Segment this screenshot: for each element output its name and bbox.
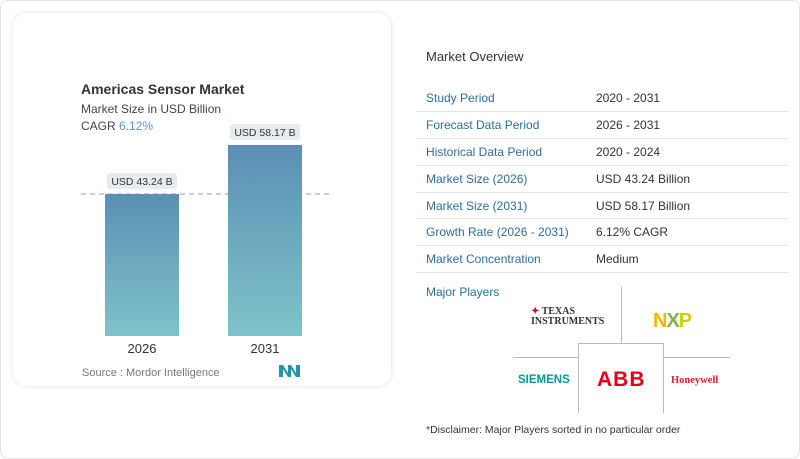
- major-players-heading: Major Players: [426, 285, 500, 299]
- overview-heading: Market Overview: [426, 49, 524, 64]
- cagr-label: CAGR: [81, 119, 116, 133]
- overview-row: Forecast Data Period 2026 - 2031: [416, 111, 788, 140]
- abb-logo: ABB: [597, 368, 646, 391]
- cagr: CAGR 6.12%: [81, 119, 153, 133]
- row-label: Market Concentration: [416, 245, 586, 274]
- row-label: Historical Data Period: [416, 138, 586, 166]
- data-label-bg: [107, 173, 177, 189]
- row-label: Market Size (2031): [416, 192, 586, 220]
- row-value: Medium: [586, 245, 788, 274]
- texas-instruments-logo: ✦ TEXAS INSTRUMENTS: [531, 306, 605, 327]
- siemens-logo: SIEMENS: [518, 374, 570, 386]
- chart-subtitle: Market Size in USD Billion: [81, 102, 222, 116]
- source-text: Source : Mordor Intelligence: [82, 367, 220, 379]
- chart-card: [13, 13, 391, 386]
- disclaimer: *Disclaimer: Major Players sorted in no …: [426, 424, 681, 436]
- bar-2031: [228, 144, 302, 336]
- overview-row: Study Period 2020 - 2031: [416, 85, 788, 113]
- overview-row: Market Size (2031) USD 58.17 Billion: [416, 192, 788, 220]
- bar-2026: [105, 194, 179, 336]
- row-label: Market Size (2026): [416, 165, 586, 193]
- nxp-logo: NXP: [653, 310, 692, 332]
- row-value: 2020 - 2031: [586, 85, 788, 113]
- data-label: USD 43.24 B: [111, 176, 172, 188]
- overview-row: Market Concentration Medium: [416, 245, 788, 274]
- row-value: 6.12% CAGR: [586, 218, 788, 247]
- x-tick-label: 2026: [128, 341, 157, 356]
- overview-row: Growth Rate (2026 - 2031) 6.12% CAGR: [416, 218, 788, 247]
- overview-row: Market Size (2026) USD 43.24 Billion: [416, 165, 788, 193]
- bar-chart: USD 43.24 B 2026 USD 58.17 B 2031: [81, 123, 329, 356]
- row-value: 2020 - 2024: [586, 138, 788, 166]
- row-label: Growth Rate (2026 - 2031): [416, 218, 586, 247]
- data-label-bg: [230, 123, 300, 140]
- x-tick-label: 2031: [251, 341, 280, 356]
- row-value: 2026 - 2031: [586, 111, 788, 140]
- cagr-value: 6.12%: [119, 119, 154, 133]
- chart-title: Americas Sensor Market: [81, 81, 245, 97]
- overview-table: Study Period 2020 - 2031 Forecast Data Per…: [416, 85, 788, 274]
- row-value: USD 58.17 Billion: [586, 192, 788, 220]
- row-value: USD 43.24 Billion: [586, 165, 788, 193]
- mordor-logo-icon: [279, 365, 300, 377]
- data-label: USD 58.17 B: [234, 127, 295, 139]
- honeywell-logo: Honeywell: [671, 375, 719, 386]
- row-label: Forecast Data Period: [416, 111, 586, 140]
- overview-row: Historical Data Period 2020 - 2024: [416, 138, 788, 166]
- row-label: Study Period: [416, 85, 586, 113]
